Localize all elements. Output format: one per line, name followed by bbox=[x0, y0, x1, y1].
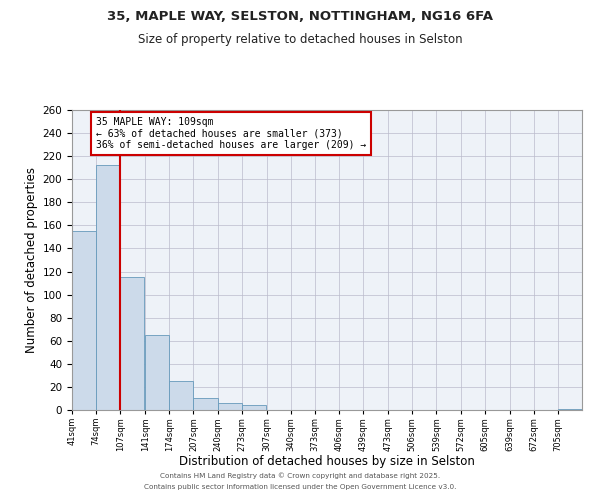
Bar bbox=[242, 406, 266, 410]
Bar bbox=[193, 398, 218, 410]
Text: 35 MAPLE WAY: 109sqm
← 63% of detached houses are smaller (373)
36% of semi-deta: 35 MAPLE WAY: 109sqm ← 63% of detached h… bbox=[96, 117, 367, 150]
Text: 35, MAPLE WAY, SELSTON, NOTTINGHAM, NG16 6FA: 35, MAPLE WAY, SELSTON, NOTTINGHAM, NG16… bbox=[107, 10, 493, 23]
Y-axis label: Number of detached properties: Number of detached properties bbox=[25, 167, 38, 353]
Bar bbox=[72, 231, 96, 410]
Text: Size of property relative to detached houses in Selston: Size of property relative to detached ho… bbox=[137, 32, 463, 46]
Bar bbox=[96, 166, 120, 410]
X-axis label: Distribution of detached houses by size in Selston: Distribution of detached houses by size … bbox=[179, 455, 475, 468]
Bar bbox=[120, 278, 145, 410]
Text: Contains HM Land Registry data © Crown copyright and database right 2025.: Contains HM Land Registry data © Crown c… bbox=[160, 472, 440, 479]
Bar bbox=[169, 381, 193, 410]
Bar bbox=[218, 403, 242, 410]
Text: Contains public sector information licensed under the Open Government Licence v3: Contains public sector information licen… bbox=[144, 484, 456, 490]
Bar bbox=[145, 335, 169, 410]
Bar bbox=[558, 409, 582, 410]
